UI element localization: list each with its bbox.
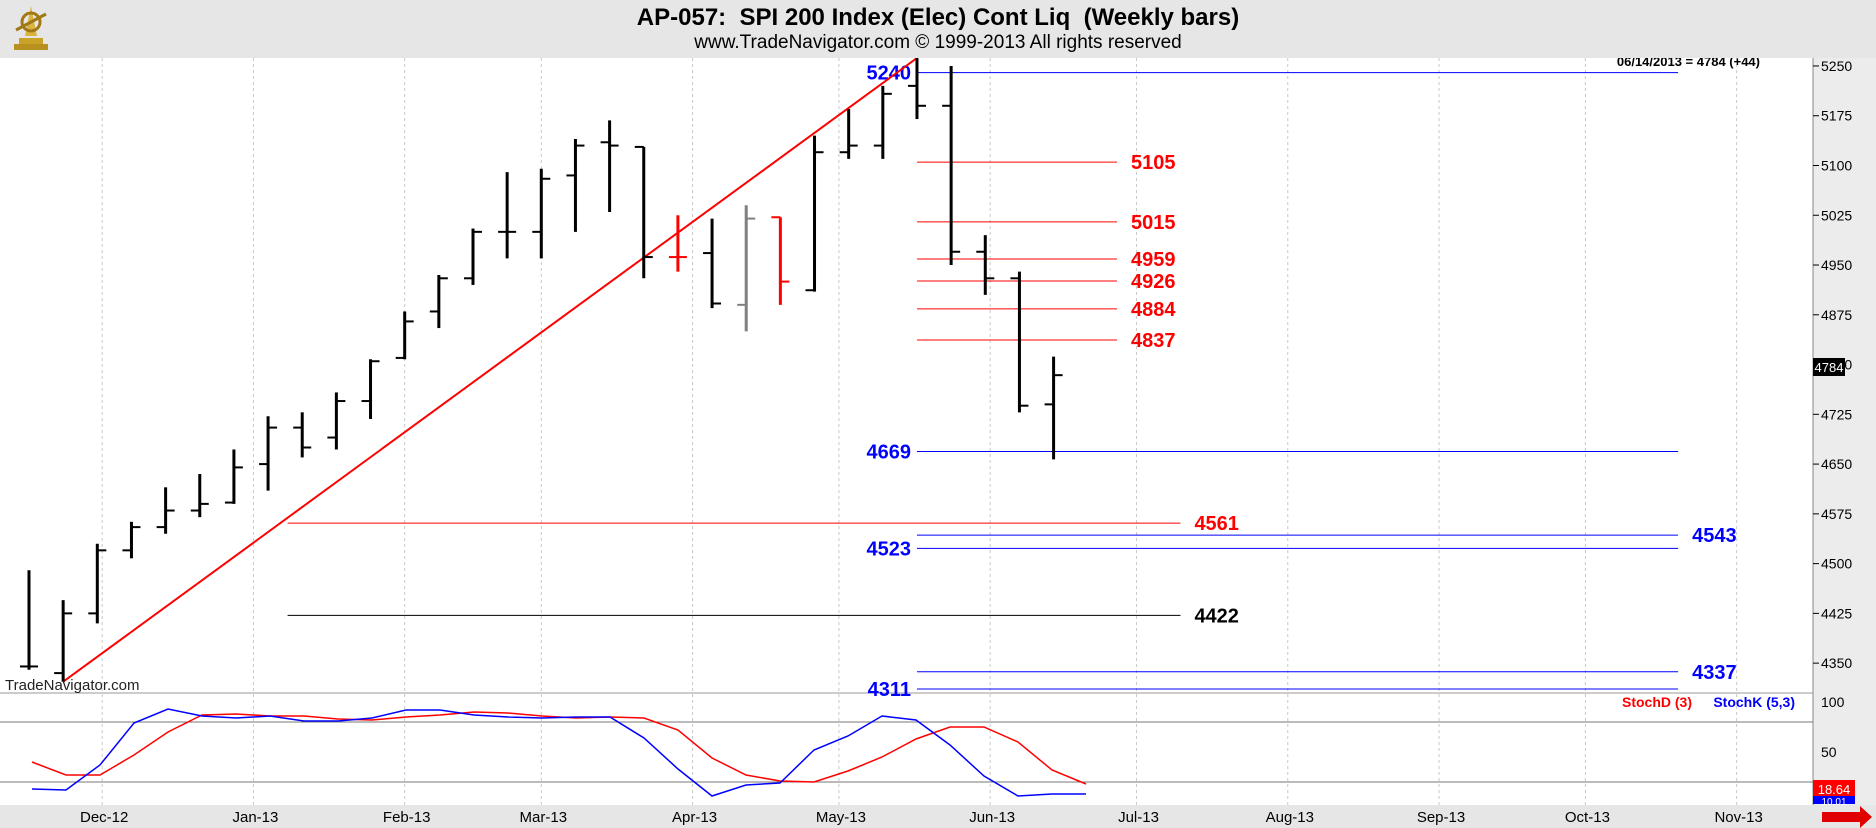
chart-canvas: 4350442545004575465047254800487549505025…: [0, 58, 1876, 828]
level-label: 5240: [866, 63, 911, 85]
date-axis-strip: [0, 805, 1876, 828]
current-price-tag: 4784: [1815, 360, 1844, 375]
price-tick-label: 5100: [1821, 157, 1852, 173]
level-label: 4561: [1194, 513, 1239, 535]
last-quote-label: 06/14/2013 = 4784 (+44): [1617, 58, 1760, 69]
ohlc-bar: [88, 543, 107, 624]
ohlc-bar: [122, 521, 141, 559]
level-label: 4837: [1131, 330, 1176, 352]
price-tick-label: 4950: [1821, 257, 1852, 273]
ohlc-bar: [634, 145, 653, 279]
stoch-tick-label: 100: [1821, 694, 1845, 710]
price-tick-label: 5025: [1821, 207, 1852, 223]
price-bars: [20, 58, 1063, 682]
price-tick-label: 4650: [1821, 456, 1852, 472]
date-tick-label: Mar-13: [520, 809, 568, 826]
ohlc-bar: [668, 215, 687, 272]
copyright-notice: www.TradeNavigator.com © 1999-2013 All r…: [694, 32, 1182, 53]
price-tick-label: 5250: [1821, 58, 1852, 74]
stochk-line: [31, 708, 1086, 797]
price-tick-label: 4575: [1821, 506, 1852, 522]
level-label: 4669: [866, 441, 911, 463]
ohlc-bar: [20, 570, 38, 670]
price-axis: 4350442545004575465047254800487549505025…: [1813, 58, 1852, 671]
date-tick-label: Aug-13: [1266, 809, 1314, 826]
stochk-value: 10.01: [1821, 797, 1846, 808]
level-label: 4959: [1131, 249, 1176, 271]
ohlc-bar: [532, 168, 551, 259]
stochk-value-bg: [1813, 796, 1855, 804]
stoch-tick-label: 50: [1821, 744, 1837, 760]
stochastic-lines: [31, 708, 1087, 797]
axis-strip: [1813, 58, 1876, 828]
level-label: 4926: [1131, 271, 1176, 293]
ohlc-bar: [259, 416, 278, 491]
stochd-value: 18.64: [1818, 782, 1851, 797]
stochastic-axis: 50 100: [0, 694, 1845, 783]
trendline-layer: [62, 58, 918, 683]
date-tick-label: Jul-13: [1118, 809, 1159, 826]
ohlc-bar: [395, 311, 414, 360]
level-label: 4543: [1692, 525, 1737, 547]
ohlc-bar: [805, 135, 824, 292]
current-price-tag-bg: [1813, 358, 1845, 376]
date-tick-label: Jun-13: [969, 809, 1015, 826]
chart-header: AP-057: SPI 200 Index (Elec) Cont Liq (W…: [0, 0, 1876, 58]
ohlc-bar: [224, 449, 243, 504]
level-label: 4311: [868, 679, 911, 701]
date-tick-label: Sep-13: [1417, 809, 1465, 826]
ohlc-bar: [1044, 356, 1063, 460]
ohlc-bar: [327, 392, 346, 450]
price-tick-label: 4350: [1821, 655, 1852, 671]
date-tick-label: Oct-13: [1565, 809, 1610, 826]
chart-title: AP-057: SPI 200 Index (Elec) Cont Liq (W…: [636, 4, 1240, 31]
stochd-value-bg: [1813, 780, 1855, 797]
price-tick-label: 4875: [1821, 307, 1852, 323]
ohlc-bar: [703, 218, 722, 309]
date-tick-label: Feb-13: [383, 809, 431, 826]
ohlc-bar: [429, 274, 448, 329]
ohlc-bar: [600, 120, 619, 212]
ohlc-bar: [907, 58, 926, 120]
ohlc-bar: [498, 172, 517, 259]
date-axis: Dec-12 Jan-13 Feb-13 Mar-13 Apr-13 May-13 Jun-…: [80, 809, 1763, 826]
trade-navigator-logo-icon: [14, 6, 48, 50]
ohlc-bar: [942, 65, 961, 266]
ohlc-bar: [839, 109, 858, 159]
level-label: 4422: [1194, 605, 1239, 627]
ohlc-bar: [737, 205, 756, 332]
ohlc-bar: [190, 474, 209, 518]
ohlc-bar: [361, 359, 380, 419]
date-tick-label: Jan-13: [232, 809, 278, 826]
ohlc-bar: [873, 85, 892, 159]
level-label: 4337: [1692, 662, 1737, 684]
level-label: 4523: [866, 538, 911, 560]
scroll-right-arrow-icon[interactable]: [1822, 806, 1872, 828]
ohlc-bar: [463, 228, 482, 285]
price-tick-label: 5175: [1821, 108, 1852, 124]
price-tick-label: 4425: [1821, 605, 1852, 621]
stochk-legend: StochK (5,3): [1713, 694, 1795, 710]
level-label: 4884: [1131, 299, 1176, 321]
ohlc-bar: [1010, 271, 1029, 413]
ohlc-bar: [566, 138, 585, 232]
price-tick-label: 4500: [1821, 556, 1852, 572]
date-tick-label: Dec-12: [80, 809, 128, 826]
ohlc-bar: [54, 600, 73, 682]
watermark: TradeNavigator.com: [5, 677, 140, 694]
date-tick-label: May-13: [816, 809, 866, 826]
chart-background: [0, 58, 1876, 828]
trendline: [62, 58, 918, 683]
date-tick-label: Nov-13: [1714, 809, 1762, 826]
ohlc-bar: [976, 235, 995, 295]
level-label: 5015: [1131, 212, 1176, 234]
stochd-legend: StochD (3): [1622, 694, 1692, 710]
ohlc-bar: [771, 216, 790, 305]
ohlc-bar: [156, 487, 175, 534]
ohlc-bar: [293, 412, 312, 458]
date-tick-label: Apr-13: [672, 809, 717, 826]
price-tick-label: 4725: [1821, 406, 1852, 422]
level-label: 5105: [1131, 152, 1176, 174]
